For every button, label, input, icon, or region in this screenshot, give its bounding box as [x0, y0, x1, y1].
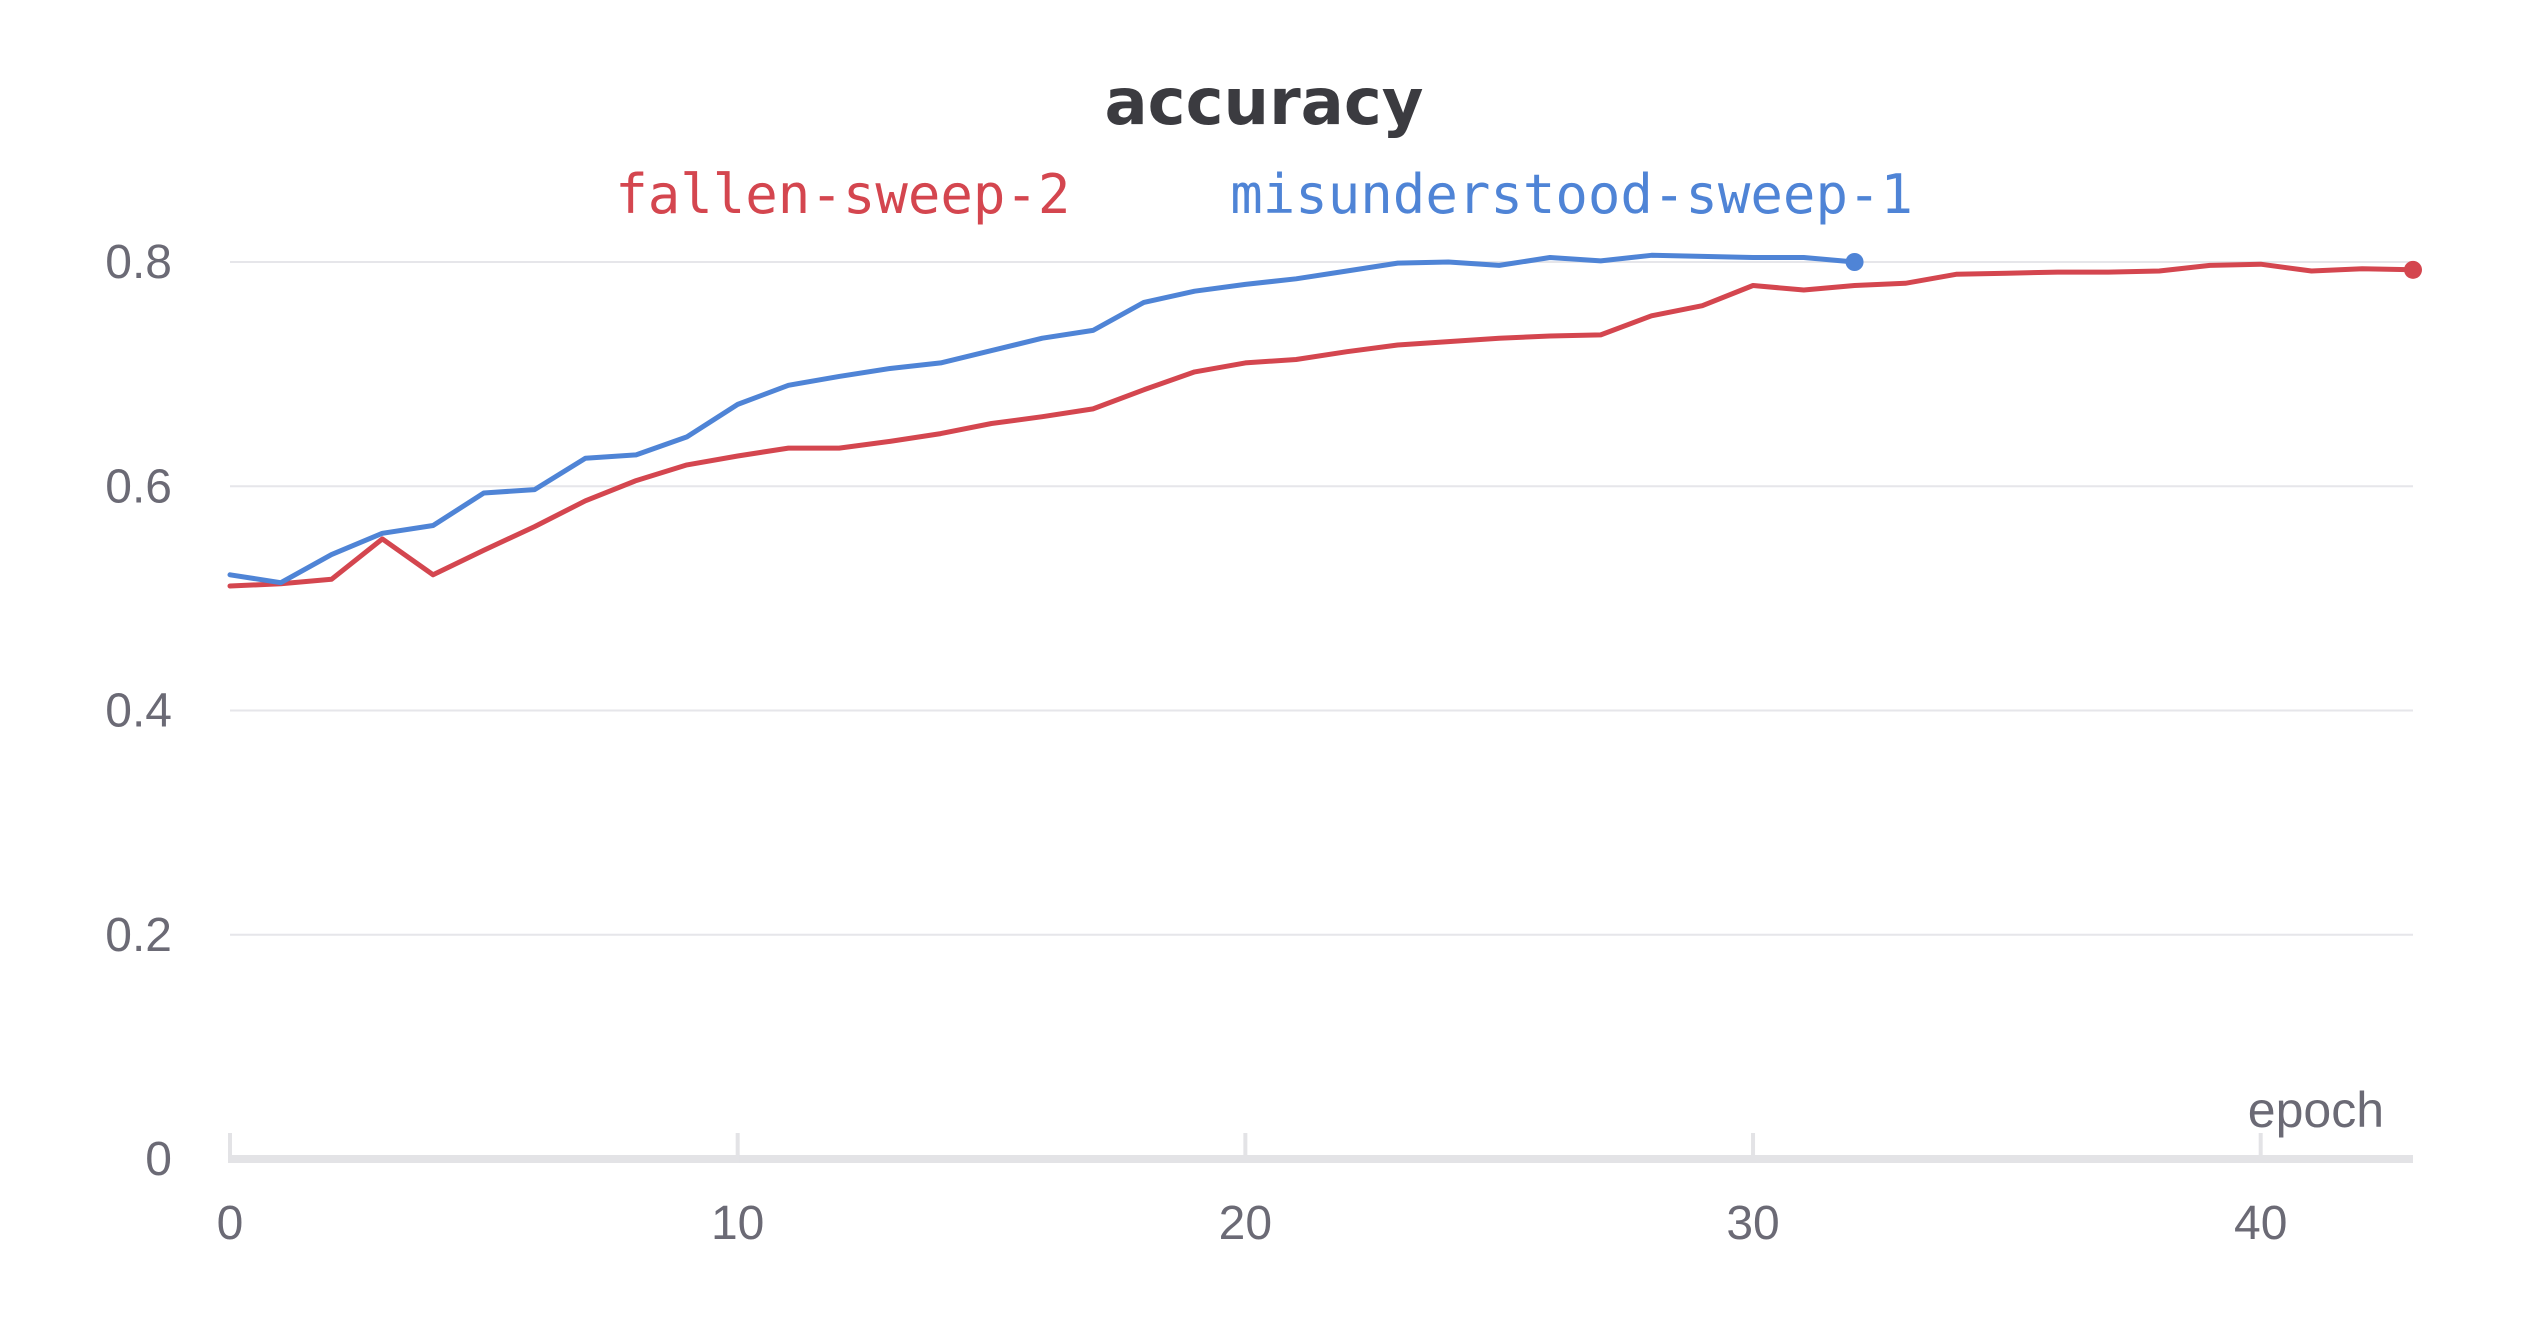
y-tick-label: 0.6 [105, 460, 172, 513]
x-tick-label: 0 [217, 1197, 244, 1250]
x-tick-label: 10 [711, 1197, 764, 1250]
legend-item-misunderstood-sweep-1: misunderstood-sweep-1 [1230, 163, 1913, 226]
y-tick-label: 0.4 [105, 685, 172, 738]
series-lines [227, 252, 2422, 589]
grid-lines [230, 261, 2413, 936]
x-tick-label: 20 [1219, 1197, 1272, 1250]
y-tick-label: 0 [145, 1133, 172, 1186]
y-axis-ticks: 0 0.2 0.4 0.6 0.8 [105, 236, 172, 1186]
x-tick-label: 40 [2234, 1197, 2287, 1250]
y-tick-label: 0.2 [105, 909, 172, 962]
x-axis: 0 10 20 30 40 [217, 1133, 2413, 1250]
x-axis-label: epoch [2248, 1082, 2384, 1138]
y-tick-label: 0.8 [105, 236, 172, 289]
chart-legend: fallen-sweep-2 misunderstood-sweep-1 [615, 163, 1913, 226]
series-line-misunderstood-sweep-1 [227, 252, 1858, 586]
series-endpoint-fallen-sweep-2 [2404, 260, 2422, 279]
chart-title: accuracy [1104, 66, 1423, 140]
legend-item-fallen-sweep-2: fallen-sweep-2 [615, 163, 1070, 226]
series-line-fallen-sweep-2 [227, 261, 2416, 589]
series-endpoint-misunderstood-sweep-1 [1845, 253, 1864, 271]
x-tick-label: 30 [1726, 1197, 1779, 1250]
